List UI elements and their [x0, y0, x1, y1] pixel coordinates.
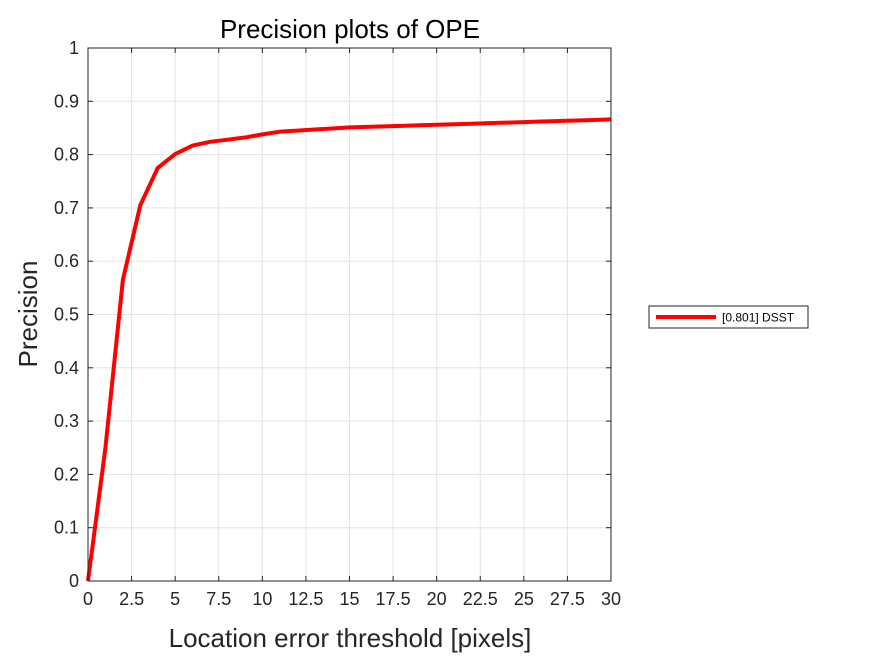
y-tick-label: 0.9: [54, 91, 79, 111]
y-axis-label: Precision: [13, 261, 43, 368]
x-tick-label: 2.5: [119, 589, 144, 609]
x-axis-label: Location error threshold [pixels]: [169, 623, 532, 653]
y-tick-label: 0.6: [54, 251, 79, 271]
y-tick-label: 0.5: [54, 305, 79, 325]
y-tick-label: 1: [69, 38, 79, 58]
x-tick-label: 30: [601, 589, 621, 609]
grid-lines: [88, 48, 611, 581]
x-tick-label: 22.5: [463, 589, 498, 609]
legend: [0.801] DSST: [648, 305, 809, 329]
x-tick-label: 15: [339, 589, 359, 609]
series-line-0: [86, 117, 612, 582]
x-tick-label: 20: [427, 589, 447, 609]
x-tick-label: 27.5: [550, 589, 585, 609]
y-axis-ticks: 0 0.1 0.2 0.3 0.4 0.5 0.6 0.7 0.8 0.9 1: [54, 38, 611, 591]
x-tick-label: 12.5: [288, 589, 323, 609]
plot-frame: [87, 47, 612, 582]
y-tick-label: 0.1: [54, 518, 79, 538]
x-axis-ticks: 0 2.5 5 7.5 10 12.5 15 17.5 20 22.5 25 27.5 30: [83, 48, 621, 609]
series-layer: [86, 117, 612, 582]
x-tick-label: 25: [514, 589, 534, 609]
legend-label-dsst: [0.801] DSST: [722, 311, 795, 325]
chart-title: Precision plots of OPE: [220, 14, 480, 44]
y-tick-label: 0.4: [54, 358, 79, 378]
x-tick-label: 0: [83, 589, 93, 609]
x-tick-label: 10: [252, 589, 272, 609]
x-tick-label: 5: [170, 589, 180, 609]
y-tick-label: 0.8: [54, 145, 79, 165]
x-tick-label: 7.5: [206, 589, 231, 609]
legend-box: [648, 305, 809, 329]
y-tick-label: 0.7: [54, 198, 79, 218]
x-tick-label: 17.5: [376, 589, 411, 609]
y-tick-label: 0.2: [54, 464, 79, 484]
y-tick-label: 0.3: [54, 411, 79, 431]
y-tick-label: 0: [69, 571, 79, 591]
